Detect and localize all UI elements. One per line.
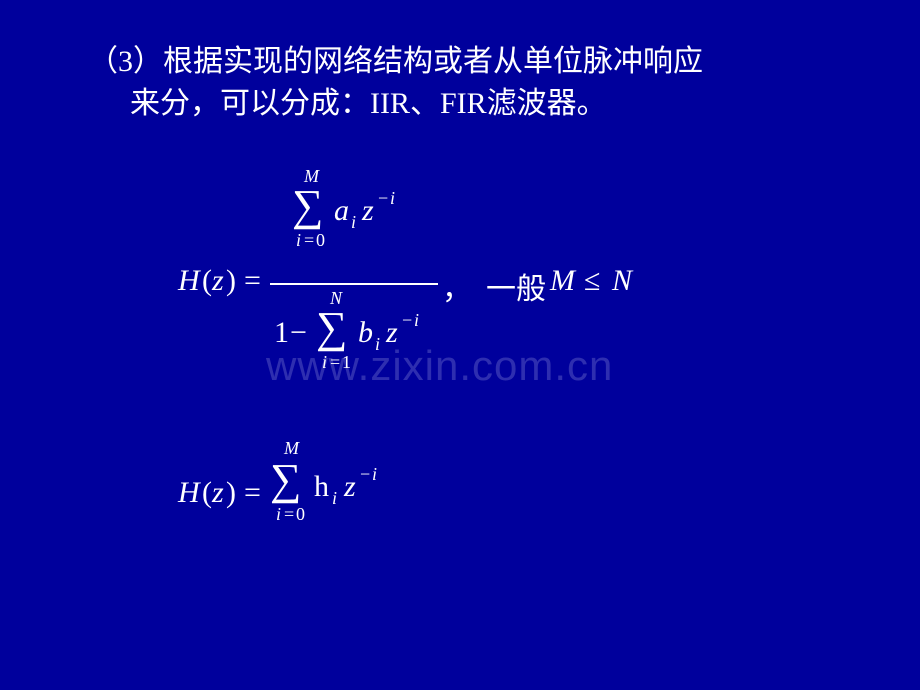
- f2-sum: ∑: [270, 454, 301, 505]
- f1-den-b: b: [358, 316, 373, 350]
- f1-H: H: [178, 264, 200, 298]
- f2-lower-eq: =: [284, 504, 294, 525]
- body-line-2: 来分，可以分成：IIR、FIR滤波器。: [130, 78, 607, 122]
- f2-z2: z: [344, 470, 356, 504]
- f1-num-z: z: [362, 194, 374, 228]
- f1-cond-N: N: [612, 264, 632, 298]
- formula-1: H ( z ) = M ∑ i = 0 a i z − i 1 − N ∑ i …: [178, 168, 698, 408]
- f2-h: h: [314, 470, 329, 504]
- f2-exp: i: [372, 464, 377, 485]
- f1-comma: ，: [442, 264, 472, 308]
- f1-num-a-sub: i: [351, 212, 356, 233]
- f1-num-sum: ∑: [292, 180, 323, 231]
- f1-den-sum: ∑: [316, 302, 347, 353]
- f1-num-a: a: [334, 194, 349, 228]
- f1-rparen: ): [226, 264, 236, 298]
- f2-lparen: (: [202, 476, 212, 510]
- f2-lower-val: 0: [296, 504, 305, 525]
- f2-rparen: ): [226, 476, 236, 510]
- f2-lower-i: i: [276, 504, 281, 525]
- f1-num-exp: i: [390, 188, 395, 209]
- f1-den-one: 1: [274, 316, 289, 350]
- f1-num-lower-val: 0: [316, 230, 325, 251]
- formula-2: H ( z ) = M ∑ i = 0 h i z − i: [178, 436, 538, 556]
- f1-den-lower-val: 1: [342, 352, 351, 373]
- f2-H: H: [178, 476, 200, 510]
- f2-exp-sign: −: [360, 464, 370, 485]
- f1-num-lower-eq: =: [304, 230, 314, 251]
- f2-h-sub: i: [332, 488, 337, 509]
- f1-eq: =: [244, 264, 261, 298]
- f2-z: z: [212, 476, 224, 510]
- f1-den-minus: −: [290, 316, 307, 350]
- f1-num-lower-i: i: [296, 230, 301, 251]
- f1-den-lower-i: i: [322, 352, 327, 373]
- f1-z: z: [212, 264, 224, 298]
- f1-den-b-sub: i: [375, 334, 380, 355]
- f1-lparen: (: [202, 264, 212, 298]
- f2-eq: =: [244, 476, 261, 510]
- f1-den-lower-eq: =: [330, 352, 340, 373]
- f1-fraction-line: [270, 283, 438, 285]
- body-line-1: （3）根据实现的网络结构或者从单位脉冲响应: [88, 36, 703, 80]
- f1-cond-M: M: [550, 264, 575, 298]
- f1-cond-le: ≤: [584, 264, 600, 298]
- f1-den-exp: i: [414, 310, 419, 331]
- f1-den-exp-sign: −: [402, 310, 412, 331]
- f1-num-exp-sign: −: [378, 188, 388, 209]
- f1-den-z: z: [386, 316, 398, 350]
- f1-cond-text: 一般: [486, 264, 546, 308]
